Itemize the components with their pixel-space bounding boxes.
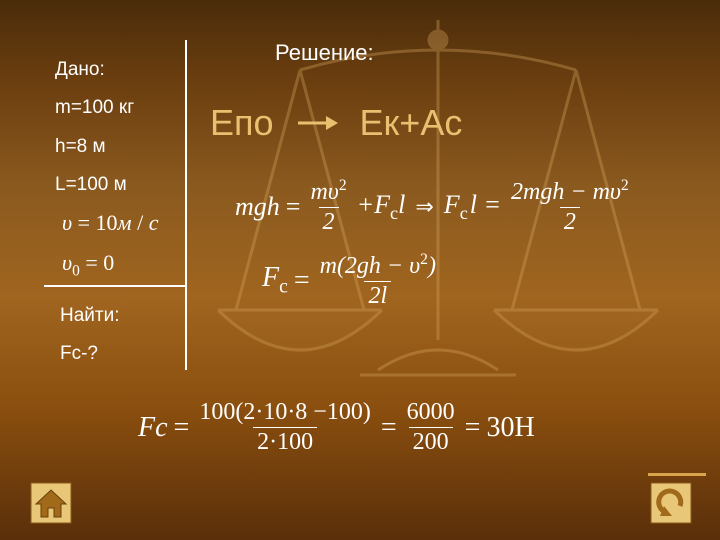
solution-heading: Решение: bbox=[275, 40, 374, 66]
eq3-f1num: 100(2·10·8 −100) bbox=[195, 400, 375, 427]
accent-underline bbox=[648, 473, 706, 476]
home-button[interactable] bbox=[30, 482, 72, 524]
given-heading: Дано: bbox=[55, 55, 134, 85]
eq1-f2den: 2 bbox=[560, 207, 580, 235]
equation-3: Fc = 100(2·10·8 −100) 2·100 = 6000 200 =… bbox=[138, 400, 535, 455]
eq1-mid-sub: c bbox=[390, 203, 398, 223]
eq1-f2num: 2mgh − mυ bbox=[511, 179, 621, 205]
eq1-f1num: mυ bbox=[310, 179, 338, 205]
equation-1: mgh = mυ2 2 +Fcl ⇒ Fcl = 2mgh − mυ2 2 bbox=[235, 178, 633, 235]
divider-horizontal bbox=[44, 285, 185, 287]
energy-right: Ек+Ас bbox=[360, 102, 463, 144]
home-icon bbox=[30, 482, 72, 524]
find-line: Fc-? bbox=[60, 338, 120, 370]
eq3-result: 30Н bbox=[486, 412, 534, 444]
equation-2: Fc = m(2gh − υ2) 2l bbox=[262, 252, 440, 309]
eq1-mid: +F bbox=[357, 190, 390, 219]
eq3-lhs: Fc bbox=[138, 412, 168, 444]
velocity-value: υ = 10м / c bbox=[62, 210, 158, 236]
eq2-numpre: m(2gh − υ bbox=[320, 253, 421, 279]
eq1-rpre: F bbox=[444, 190, 460, 219]
find-heading: Найти: bbox=[60, 300, 120, 332]
energy-equation: Епо Ек+Ас bbox=[210, 102, 462, 144]
eq2-lpre: F bbox=[262, 262, 279, 293]
energy-left: Епо bbox=[210, 102, 274, 144]
given-line-1: m=100 кг bbox=[55, 93, 134, 123]
eq2-den: 2l bbox=[364, 281, 391, 309]
eq1-rpost: l = bbox=[470, 190, 501, 219]
given-line-2: h=8 м bbox=[55, 132, 134, 162]
eq2-numpost: ) bbox=[428, 253, 436, 279]
velocity-initial: υ0 = 0 bbox=[62, 250, 114, 280]
back-button[interactable] bbox=[650, 482, 692, 524]
given-block: Дано: m=100 кг h=8 м L=100 м bbox=[55, 55, 134, 209]
find-block: Найти: Fc-? bbox=[60, 300, 120, 377]
eq2-lsub: c bbox=[279, 277, 288, 298]
physics-slide: Дано: m=100 кг h=8 м L=100 м υ = 10м / c… bbox=[0, 0, 720, 540]
divider-vertical bbox=[185, 40, 187, 370]
eq1-rsub: c bbox=[460, 203, 468, 223]
eq3-f2den: 200 bbox=[409, 427, 453, 455]
back-icon bbox=[650, 482, 692, 524]
given-line-3: L=100 м bbox=[55, 170, 134, 200]
arrow-icon bbox=[296, 114, 338, 132]
eq1-f1den: 2 bbox=[319, 207, 339, 235]
eq3-f1den: 2·100 bbox=[253, 427, 317, 455]
eq1-mid2: l bbox=[398, 190, 405, 219]
eq3-f2num: 6000 bbox=[403, 400, 459, 427]
eq1-lhs: mgh bbox=[235, 192, 280, 222]
